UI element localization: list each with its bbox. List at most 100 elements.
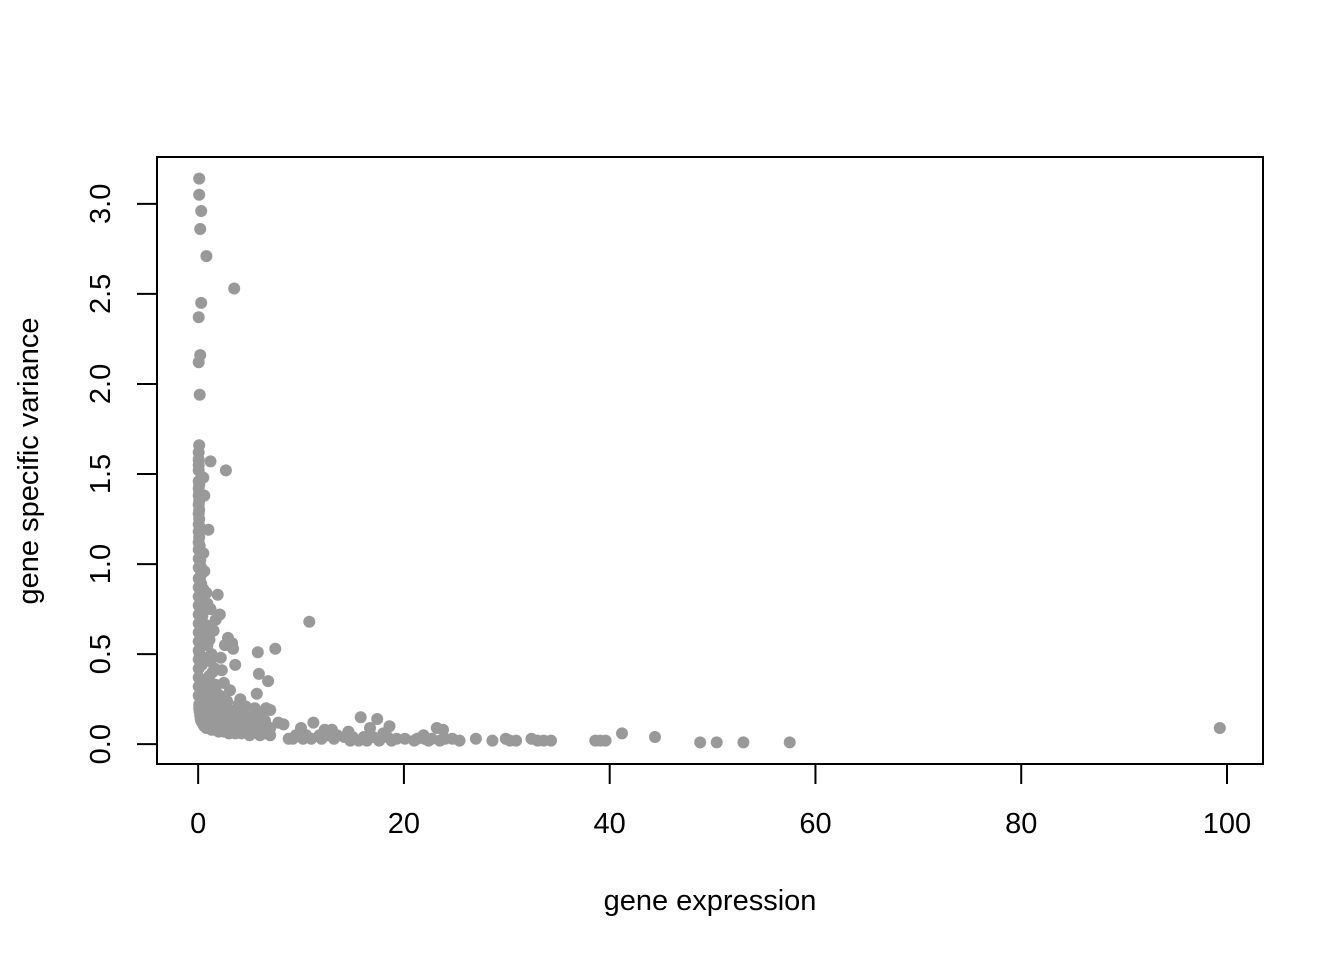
data-point — [195, 296, 208, 309]
data-point — [344, 734, 357, 747]
data-point — [219, 464, 232, 477]
data-point — [193, 648, 206, 661]
data-point — [269, 642, 282, 655]
data-point — [737, 736, 750, 749]
data-point — [373, 734, 386, 747]
data-point — [385, 734, 398, 747]
data-point — [545, 734, 557, 747]
x-tick-label: 0 — [190, 808, 206, 840]
data-point — [240, 725, 253, 738]
data-point — [193, 172, 206, 185]
data-point — [262, 675, 275, 688]
data-point — [192, 498, 205, 511]
data-point — [209, 613, 222, 626]
data-point — [224, 684, 236, 697]
data-point — [616, 727, 628, 740]
data-point — [228, 282, 241, 295]
data-point — [251, 646, 264, 659]
data-point — [200, 250, 213, 263]
data-point — [286, 732, 299, 745]
data-point — [204, 455, 217, 468]
data-point — [204, 603, 217, 616]
x-tick-label: 80 — [1005, 808, 1037, 840]
data-point — [360, 734, 373, 747]
data-point — [354, 711, 367, 724]
data-point — [194, 576, 207, 589]
data-point — [202, 523, 215, 536]
data-point — [328, 732, 340, 745]
data-point — [408, 734, 421, 747]
data-point — [305, 732, 318, 745]
data-point — [252, 667, 265, 680]
data-point — [193, 388, 206, 401]
data-point — [194, 223, 207, 235]
data-point — [192, 543, 205, 556]
data-point — [211, 588, 224, 601]
data-point — [398, 732, 411, 745]
data-point — [277, 718, 290, 731]
data-point — [364, 722, 376, 734]
data-point — [599, 734, 612, 747]
x-tick-label: 100 — [1203, 808, 1251, 840]
data-point — [250, 687, 263, 700]
data-point — [469, 732, 482, 745]
data-point — [649, 731, 661, 743]
data-point — [192, 311, 205, 324]
data-point — [486, 734, 499, 747]
data-point — [352, 734, 365, 747]
data-point — [209, 678, 222, 691]
x-tick-label: 60 — [799, 808, 831, 840]
data-point — [437, 723, 449, 736]
y-axis-title: gene specific variance — [13, 318, 45, 605]
data-point — [307, 716, 320, 729]
data-point — [510, 734, 523, 747]
data-point — [303, 615, 316, 628]
data-point — [192, 356, 205, 369]
data-point — [192, 507, 205, 520]
data-point — [247, 714, 260, 727]
data-point — [193, 188, 206, 201]
y-tick-label: 1.5 — [85, 454, 117, 494]
y-axis: 0.0 0.5 1.0 1.5 2.0 2.5 3.0 — [85, 184, 158, 764]
data-point — [192, 590, 205, 603]
data-point — [196, 603, 209, 616]
data-point — [264, 704, 277, 716]
data-point — [710, 736, 723, 749]
data-point — [258, 727, 270, 740]
data-point — [453, 734, 466, 747]
data-point — [192, 489, 205, 502]
data-point — [1213, 722, 1226, 734]
data-points — [192, 172, 1226, 749]
data-point — [227, 642, 240, 655]
data-point — [422, 734, 435, 747]
data-point — [297, 732, 310, 745]
data-point — [215, 664, 228, 677]
data-point — [229, 658, 242, 671]
x-tick-label: 20 — [388, 808, 420, 840]
x-tick-label: 40 — [594, 808, 626, 840]
data-point — [214, 651, 227, 664]
y-tick-label: 2.0 — [85, 364, 117, 404]
data-point — [694, 736, 707, 749]
y-tick-label: 2.5 — [85, 274, 117, 314]
data-point — [192, 525, 205, 538]
data-point — [371, 713, 384, 725]
y-tick-label: 1.0 — [85, 544, 117, 584]
data-point — [248, 725, 261, 738]
y-tick-label: 0.5 — [85, 634, 117, 674]
data-point — [195, 658, 208, 671]
x-axis-title: gene expression — [604, 885, 817, 917]
data-point — [315, 732, 328, 745]
data-point — [196, 675, 209, 688]
data-point — [195, 205, 208, 217]
x-axis: 0 20 40 60 80 100 — [190, 763, 1251, 840]
y-tick-label: 3.0 — [85, 184, 117, 224]
plot-frame — [156, 156, 1264, 765]
data-point — [192, 561, 205, 574]
data-point — [783, 736, 796, 749]
data-point — [192, 552, 205, 565]
data-point — [433, 734, 446, 747]
y-tick-label: 0.0 — [85, 724, 117, 764]
